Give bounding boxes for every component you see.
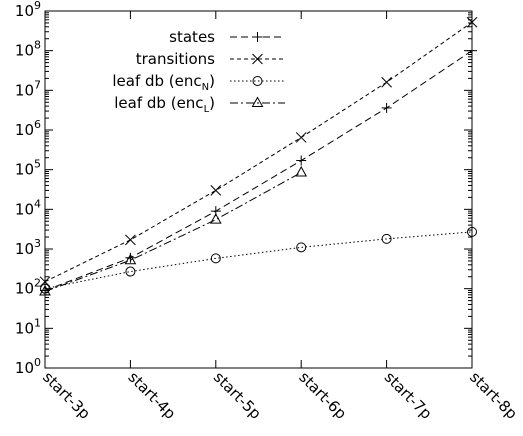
legend-label-3: leaf db (encL) <box>114 94 215 115</box>
series-layer <box>39 16 478 296</box>
legend: states transitions leaf db (encN)leaf db (… <box>112 28 285 115</box>
y-tick-label: 104 <box>15 197 41 218</box>
y-tick-label: 103 <box>15 237 41 258</box>
marker-circle-series-2 <box>381 233 392 244</box>
marker-cross-series-1 <box>466 16 478 28</box>
marker-triangle-series-3 <box>39 284 51 296</box>
y-tick-label: 105 <box>15 158 41 179</box>
y-axis: 100 101 102 103 104 105 106 107 108 109 <box>15 0 472 377</box>
y-tick-label: 102 <box>15 277 41 298</box>
marker-circle-series-2 <box>296 242 307 253</box>
marker-cross-series-1 <box>295 132 307 143</box>
marker-plus-legend-0 <box>252 32 263 42</box>
series-line-3 <box>44 172 302 292</box>
plot-border <box>44 10 473 369</box>
legend-label-1: transitions <box>136 50 215 68</box>
y-tick-label: 101 <box>15 316 41 337</box>
marker-triangle-series-3 <box>209 213 222 224</box>
x-tick-label: start-5p <box>210 368 265 423</box>
legend-label-0: states <box>169 28 215 46</box>
plot-frame <box>44 10 473 369</box>
x-tick-label: start-8p <box>466 368 521 423</box>
marker-plus-series-0 <box>467 45 477 56</box>
marker-cross-series-1 <box>210 185 222 196</box>
y-tick-label: 109 <box>15 0 41 20</box>
y-tick-label: 106 <box>15 118 41 139</box>
marker-circle-series-2 <box>40 283 50 294</box>
marker-plus-series-0 <box>296 155 307 166</box>
y-tick-label: 108 <box>15 39 41 60</box>
marker-cross-legend-1 <box>252 53 263 65</box>
marker-circle-series-2 <box>210 253 221 264</box>
marker-triangle-series-3 <box>295 165 308 177</box>
marker-circle-legend-2 <box>252 76 263 86</box>
marker-triangle-legend-3 <box>251 96 264 107</box>
series-line-0 <box>44 50 473 291</box>
series-line-2 <box>44 231 473 290</box>
y-tick-label: 107 <box>15 78 41 99</box>
marker-triangle-series-3 <box>124 253 137 265</box>
legend-label-2: leaf db (encN) <box>112 72 215 93</box>
marker-circle-series-2 <box>467 226 477 237</box>
y-tick-label: 100 <box>15 356 41 377</box>
x-tick-label: start-6p <box>295 368 350 423</box>
marker-plus-series-0 <box>381 102 392 113</box>
x-tick-label: start-3p <box>39 368 94 423</box>
x-tick-label: start-7p <box>381 368 436 423</box>
series-line-1 <box>44 21 473 283</box>
marker-circle-series-2 <box>125 266 136 277</box>
x-tick-label: start-4p <box>125 368 180 423</box>
marker-cross-series-1 <box>125 234 136 246</box>
marker-cross-series-1 <box>381 76 392 88</box>
